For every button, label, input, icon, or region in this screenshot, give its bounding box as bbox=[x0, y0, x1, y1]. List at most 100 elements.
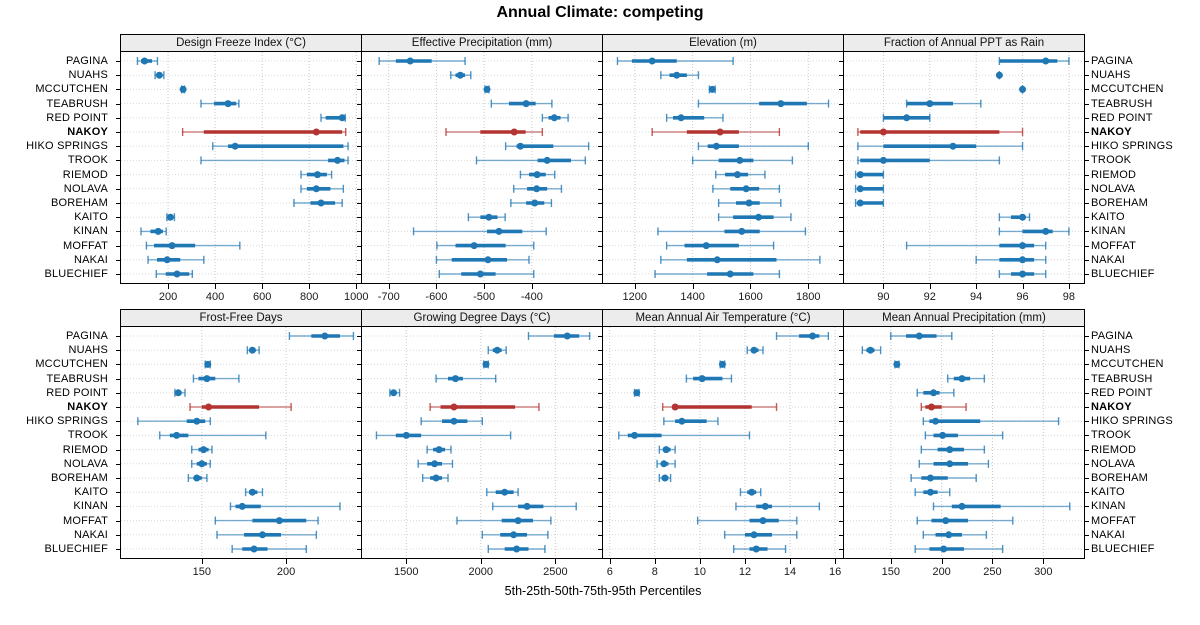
panel-plot-mean-annual-precipitation-mm bbox=[843, 326, 1085, 559]
median-dot-hiko-springs bbox=[712, 142, 720, 150]
site-label-mccutchen: MCCUTCHEN bbox=[35, 358, 108, 371]
series-riemod-mean-annual-precipitation-mm bbox=[920, 445, 986, 454]
site-row-tick bbox=[839, 378, 843, 380]
panel-plot-mean-annual-air-temperature-c bbox=[602, 326, 844, 559]
site-row-tick bbox=[116, 188, 120, 190]
site-row-tick bbox=[116, 421, 120, 423]
series-kaito-frost-free-days bbox=[244, 488, 264, 497]
site-row-tick bbox=[116, 217, 120, 219]
site-row-tick bbox=[116, 392, 120, 394]
panel-plot-elevation-m bbox=[602, 51, 844, 284]
median-dot-nakai bbox=[163, 256, 171, 264]
series-moffat-growing-degree-days-c bbox=[456, 516, 552, 525]
site-row-tick bbox=[1085, 117, 1089, 119]
site-row-tick bbox=[598, 61, 602, 62]
series-nuahs-elevation-m bbox=[660, 71, 700, 80]
series-trook-effective-precipitation-mm bbox=[475, 156, 587, 165]
site-label-kinan: KINAN bbox=[1091, 500, 1126, 513]
x-axis-tick-label: 1600 bbox=[738, 291, 763, 303]
site-row-tick bbox=[1085, 407, 1089, 408]
site-row-tick bbox=[1085, 75, 1089, 77]
site-row-tick bbox=[357, 364, 361, 366]
median-dot-trook bbox=[879, 156, 887, 164]
site-label-nuahs: NUAHS bbox=[1091, 69, 1131, 82]
series-hiko-springs-elevation-m bbox=[697, 142, 810, 151]
site-row-tick bbox=[357, 245, 361, 247]
site-label-trook: TROOK bbox=[1091, 154, 1132, 167]
site-row-tick bbox=[357, 231, 361, 233]
site-row-tick bbox=[357, 463, 361, 465]
series-riemod-elevation-m bbox=[715, 170, 766, 179]
median-dot-nakoy bbox=[879, 128, 887, 136]
site-label-moffat: MOFFAT bbox=[1091, 514, 1136, 527]
panel-plot-frost-free-days bbox=[120, 326, 362, 559]
x-axis-tick bbox=[929, 284, 931, 289]
median-dot-boreham bbox=[745, 199, 753, 207]
site-row-tick bbox=[116, 336, 120, 337]
series-nakai-effective-precipitation-mm bbox=[435, 255, 530, 264]
site-row-tick bbox=[1085, 61, 1089, 62]
median-dot-boreham bbox=[531, 199, 539, 207]
site-label-nakoy: NAKOY bbox=[67, 126, 108, 138]
median-dot-boreham bbox=[432, 474, 440, 482]
series-pagina-growing-degree-days-c bbox=[527, 332, 591, 340]
x-axis-tick-label: 1400 bbox=[680, 291, 705, 303]
x-axis-tick bbox=[790, 559, 792, 564]
x-axis-tick bbox=[388, 284, 390, 289]
site-label-nakoy: NAKOY bbox=[1091, 401, 1132, 413]
site-label-trook: TROOK bbox=[1091, 429, 1132, 442]
site-row-tick bbox=[1085, 132, 1089, 133]
series-nakai-design-freeze-index-c bbox=[147, 255, 205, 264]
series-mccutchen-design-freeze-index-c bbox=[179, 85, 187, 94]
site-row-tick bbox=[839, 103, 843, 105]
median-dot-bluechief bbox=[940, 545, 948, 553]
median-dot-bluechief bbox=[173, 270, 181, 278]
site-row-tick bbox=[598, 217, 602, 219]
median-dot-nolava bbox=[660, 460, 668, 468]
series-kinan-frost-free-days bbox=[229, 502, 341, 511]
median-dot-teabrush bbox=[958, 375, 966, 383]
site-row-tick bbox=[598, 421, 602, 423]
series-riemod-fraction-of-annual-ppt-as-rain bbox=[854, 170, 885, 179]
median-dot-moffat bbox=[168, 242, 176, 250]
x-axis-tick-label: 2500 bbox=[543, 566, 568, 578]
site-row-tick bbox=[598, 407, 602, 408]
site-row-tick bbox=[839, 549, 843, 550]
series-mccutchen-mean-annual-precipitation-mm bbox=[893, 360, 901, 369]
series-nakoy-design-freeze-index-c bbox=[181, 128, 347, 136]
median-dot-nakoy bbox=[671, 403, 679, 411]
series-boreham-growing-degree-days-c bbox=[421, 474, 449, 482]
site-row-tick bbox=[1085, 449, 1089, 451]
x-axis-tick-label: 200 bbox=[158, 291, 178, 303]
median-dot-nakai bbox=[945, 531, 953, 539]
x-axis-caption: 5th-25th-50th-75th-95th Percentiles bbox=[504, 584, 702, 598]
site-label-nakai: NAKAI bbox=[1091, 253, 1126, 266]
x-axis-tick bbox=[480, 559, 482, 564]
site-row-tick bbox=[598, 160, 602, 162]
median-dot-mccutchen bbox=[204, 360, 212, 368]
x-axis-tick bbox=[883, 284, 885, 289]
site-row-tick bbox=[116, 132, 120, 133]
site-label-hiko-springs: HIKO SPRINGS bbox=[26, 415, 108, 428]
site-row-tick bbox=[1085, 274, 1089, 275]
median-dot-pagina bbox=[406, 57, 414, 65]
median-dot-kaito bbox=[755, 213, 763, 221]
series-riemod-frost-free-days bbox=[191, 445, 213, 454]
median-dot-nakai bbox=[750, 531, 758, 539]
site-label-hiko-springs: HIKO SPRINGS bbox=[1091, 415, 1173, 428]
site-row-tick bbox=[839, 449, 843, 451]
series-riemod-growing-degree-days-c bbox=[426, 445, 452, 454]
site-row-tick bbox=[839, 364, 843, 366]
site-row-tick bbox=[839, 217, 843, 219]
site-row-tick bbox=[598, 378, 602, 380]
series-kaito-effective-precipitation-mm bbox=[467, 213, 506, 222]
series-nuahs-fraction-of-annual-ppt-as-rain bbox=[995, 71, 1003, 80]
median-dot-boreham bbox=[661, 474, 669, 482]
x-axis-tick-label: 14 bbox=[783, 566, 797, 578]
site-row-tick bbox=[598, 75, 602, 77]
series-nakai-elevation-m bbox=[660, 255, 821, 264]
site-row-tick bbox=[116, 506, 120, 508]
site-row-tick bbox=[116, 492, 120, 494]
site-label-riemod: RIEMOD bbox=[1091, 443, 1137, 456]
